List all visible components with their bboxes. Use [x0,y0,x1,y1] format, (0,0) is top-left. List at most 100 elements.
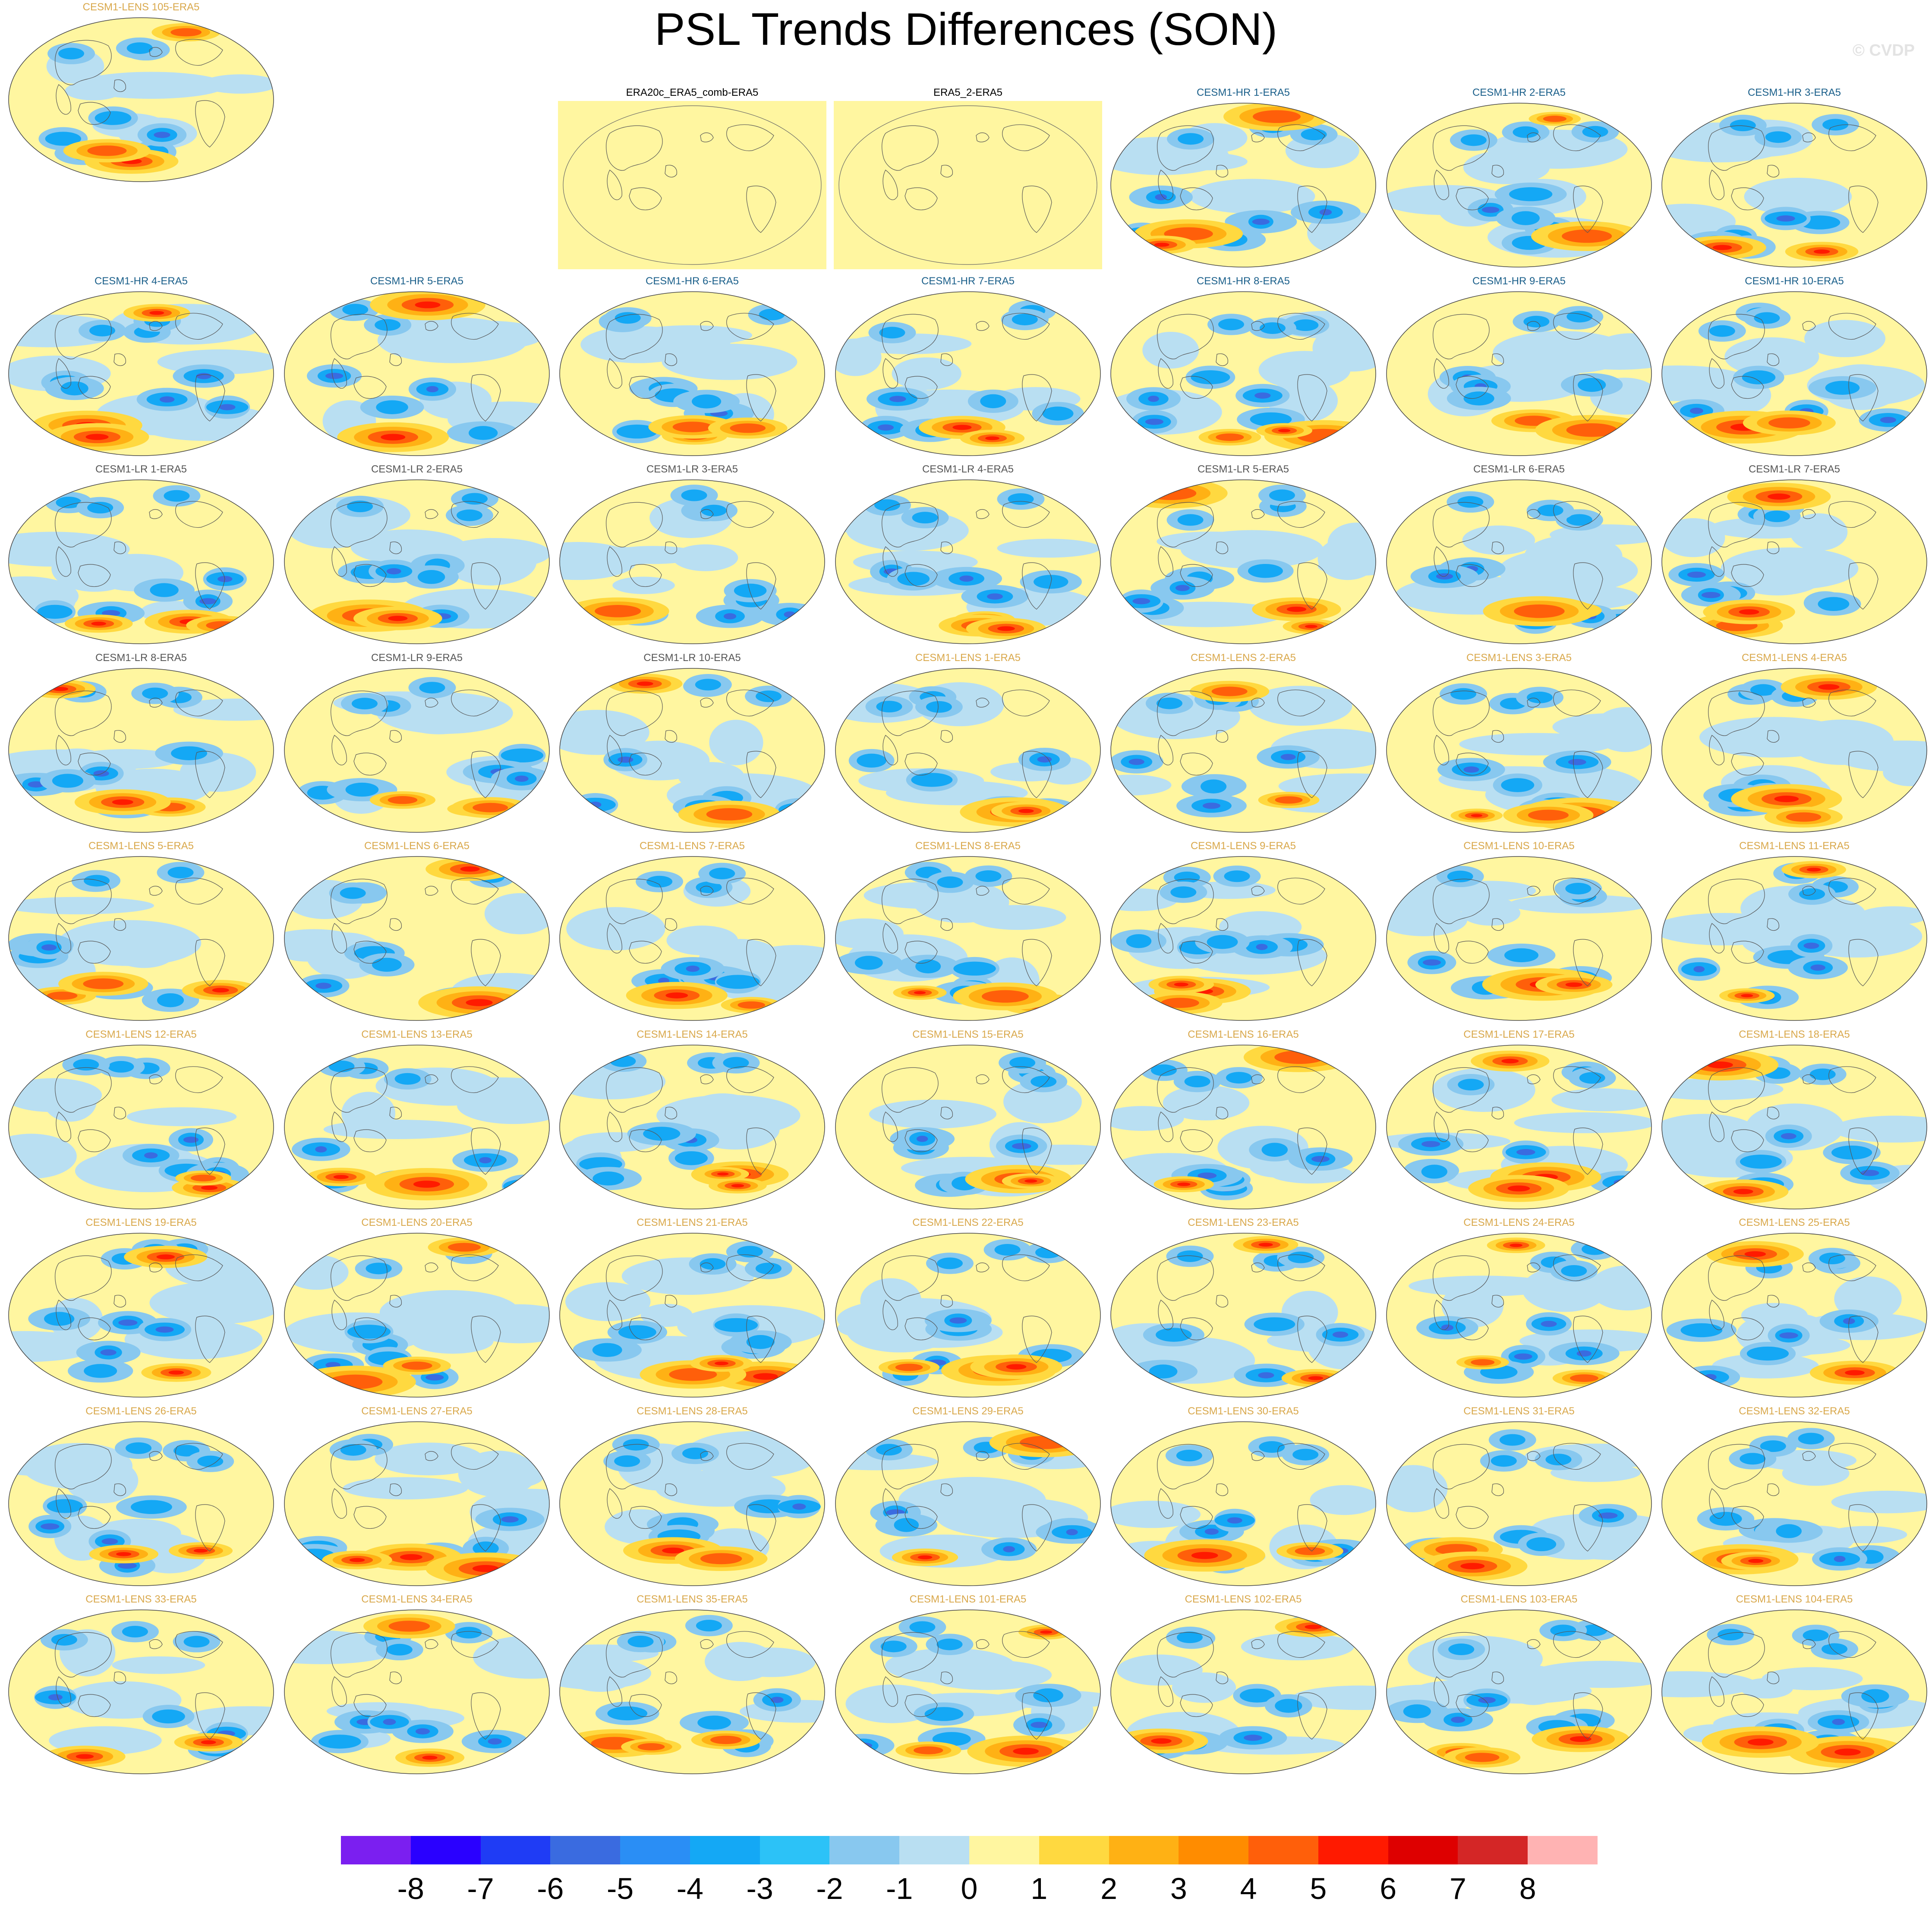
panel-title: CESM1-LENS 11-ERA5 [1739,840,1850,852]
globe-outline [8,856,274,1021]
panel-title: CESM1-LENS 105-ERA5 [82,1,200,13]
map-panel: CESM1-LENS 24-ERA5 [1385,1215,1653,1401]
map-panel: CESM1-LENS 21-ERA5 [558,1215,826,1401]
map-plot [559,856,825,1021]
panel-title: CESM1-LENS 15-ERA5 [912,1029,1024,1040]
globe-outline [284,1045,550,1209]
trend-field [835,292,1100,456]
trend-field [9,668,274,832]
globe-outline [1110,291,1376,456]
map-plot [284,1609,550,1774]
map-panel: CESM1-LR 3-ERA5 [558,462,826,648]
trend-field [284,480,549,644]
map-panel: CESM1-LENS 104-ERA5 [1660,1592,1929,1778]
panel-title: CESM1-LENS 23-ERA5 [1188,1217,1299,1228]
globe-outline [1661,668,1927,833]
map-panel: CESM1-LENS 101-ERA5 [834,1592,1102,1778]
globe-outline [835,1045,1101,1209]
map-panel: CESM1-LENS 105-ERA5 [7,0,275,186]
trend-field [284,1422,549,1586]
map-plot [1386,1609,1652,1774]
trend-field [1111,292,1376,456]
globe-outline [1110,103,1376,268]
panel-title: CESM1-LENS 13-ERA5 [361,1029,473,1040]
map-background [834,101,1102,269]
panel-title: CESM1-LENS 1-ERA5 [915,652,1021,664]
globe-outline [835,856,1101,1021]
trend-field [560,856,825,1020]
map-panel: CESM1-LENS 23-ERA5 [1109,1215,1377,1401]
panel-title: CESM1-LR 5-ERA5 [1197,463,1289,475]
panel-title: ERA20c_ERA5_comb-ERA5 [626,87,759,98]
map-plot [8,1233,274,1398]
map-panel: CESM1-LENS 11-ERA5 [1660,839,1929,1024]
map-panel: CESM1-LENS 14-ERA5 [558,1027,826,1213]
map-plot [8,668,274,833]
map-plot [8,17,274,182]
trend-field [1111,1233,1376,1397]
trend-field [284,1045,549,1209]
colorbar-tick-label: 4 [1240,1872,1257,1905]
panel-title: CESM1-LENS 26-ERA5 [85,1405,197,1417]
map-panel: CESM1-LR 10-ERA5 [558,651,826,836]
panel-title: CESM1-LENS 28-ERA5 [637,1405,748,1417]
trend-field [1662,292,1927,456]
map-panel: CESM1-LR 8-ERA5 [7,651,275,836]
map-plot [559,1233,825,1398]
globe-outline [1661,1045,1927,1209]
trend-field [1662,480,1927,644]
map-plot [284,1421,550,1586]
trend-field [284,292,549,456]
panel-title: CESM1-LENS 29-ERA5 [912,1405,1024,1417]
map-panel: CESM1-LENS 35-ERA5 [558,1592,826,1778]
map-plot [8,479,274,644]
trend-field [1111,1610,1376,1774]
map-plot [8,856,274,1021]
globe-outline [835,291,1101,456]
trend-field [1662,1045,1927,1209]
colorbar-tick-label: 1 [1031,1872,1048,1905]
trend-field [1111,1045,1376,1209]
map-plot [1110,1609,1376,1774]
map-panel: CESM1-HR 3-ERA5 [1660,85,1929,271]
globe-outline [8,291,274,456]
panel-title: CESM1-HR 4-ERA5 [94,275,188,287]
watermark: © CVDP [1852,41,1915,60]
globe-outline [559,1609,825,1774]
globe-outline [1661,856,1927,1021]
panel-title: CESM1-LENS 22-ERA5 [912,1217,1024,1228]
panel-title: CESM1-HR 7-ERA5 [921,275,1015,287]
colorbar-swatch [1318,1836,1389,1864]
trend-field [1662,1233,1927,1397]
trend-field [284,856,549,1020]
map-plot [1110,1233,1376,1398]
map-plot [1661,291,1927,456]
map-panel: CESM1-LENS 15-ERA5 [834,1027,1102,1213]
colorbar-tick-label: 7 [1449,1872,1466,1905]
map-panel: CESM1-LENS 27-ERA5 [283,1404,551,1590]
globe-outline [559,856,825,1021]
map-plot [284,1045,550,1209]
trend-field [560,1422,825,1586]
map-plot [835,1609,1101,1774]
map-plot [1386,1233,1652,1398]
colorbar-tick-label: 6 [1380,1872,1397,1905]
colorbar-tick-label: 8 [1519,1872,1536,1905]
trend-field [835,1045,1100,1209]
map-plot [558,101,826,269]
colorbar: -8 -7 -6 -5 -4 -3 -2 -1 0 1 2 3 4 5 6 7 8 [341,1836,1598,1905]
map-panel: CESM1-HR 5-ERA5 [283,274,551,460]
globe-outline [1110,1233,1376,1398]
globe-outline [284,479,550,644]
map-panel: CESM1-LR 2-ERA5 [283,462,551,648]
colorbar-swatch [1458,1836,1528,1864]
map-panel: CESM1-LENS 32-ERA5 [1660,1404,1929,1590]
map-plot [284,668,550,833]
map-panel-grid: ERA20c_ERA5_comb-ERA5 ERA5_2-ERA5 CESM1-HR… [7,0,1929,1778]
map-panel: CESM1-LENS 33-ERA5 [7,1592,275,1778]
map-panel: CESM1-LENS 102-ERA5 [1109,1592,1377,1778]
colorbar-swatch [1039,1836,1109,1864]
globe-outline [1110,1045,1376,1209]
panel-title: CESM1-LR 1-ERA5 [95,463,187,475]
colorbar-swatch [410,1836,481,1864]
